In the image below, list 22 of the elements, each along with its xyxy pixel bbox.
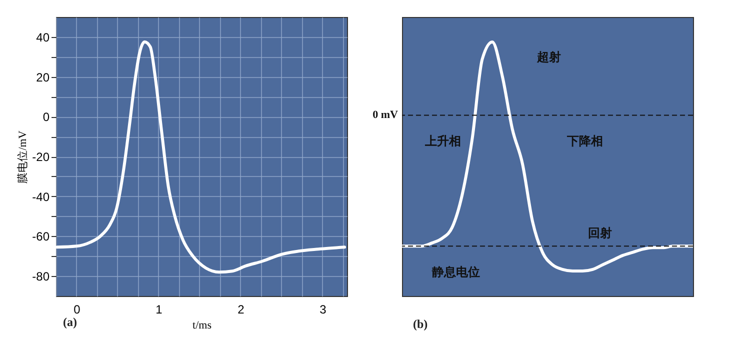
line-series [56,40,346,274]
y-tick-label: 20 [36,70,50,84]
x-tick-label: 2 [238,302,245,316]
annotation: 下降相 [566,134,603,148]
text: (b) [413,317,428,331]
x-axis-title: t/ms [192,320,212,332]
y-tick-label: -20 [32,150,50,164]
text: (a) [63,315,77,329]
y-tick-label: -80 [32,270,50,284]
ref-line-label: 0 mV [372,109,398,122]
y-tick-label: 40 [36,30,50,44]
y-tick-label: 0 [42,110,50,124]
annotation: 超射 [536,50,561,64]
y-axis-title: 膜电位/mV [16,130,30,184]
x-tick-label: 3 [320,302,327,316]
x-tick-label: 1 [156,302,163,316]
x-tick-label: 0 [74,302,81,316]
annotation: 回射 [588,226,612,240]
y-tick-label: -40 [32,190,50,204]
annotation: 上升相 [424,134,461,148]
annotation: 静息电位 [431,265,480,279]
y-tick-label: -60 [32,230,50,244]
